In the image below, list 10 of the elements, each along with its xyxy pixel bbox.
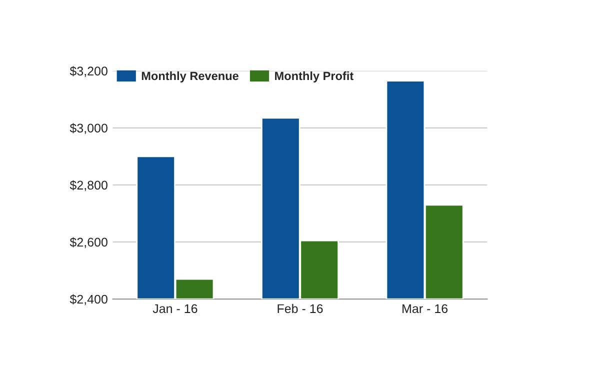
x-tick-label: Feb - 16	[278, 304, 323, 314]
y-tick-label: $3,000	[70, 123, 108, 134]
legend-label: Monthly Profit	[275, 71, 354, 82]
x-tick-label: Mar - 16	[402, 304, 448, 314]
y-tick-label: $2,400	[70, 294, 108, 306]
y-tick-label: $3,200	[70, 66, 108, 77]
x-tick-label: Jan - 16	[152, 304, 198, 314]
legend-label: Monthly Revenue	[142, 71, 238, 82]
y-tick-label: $2,800	[70, 180, 108, 192]
y-tick-label: $2,600	[70, 237, 108, 248]
